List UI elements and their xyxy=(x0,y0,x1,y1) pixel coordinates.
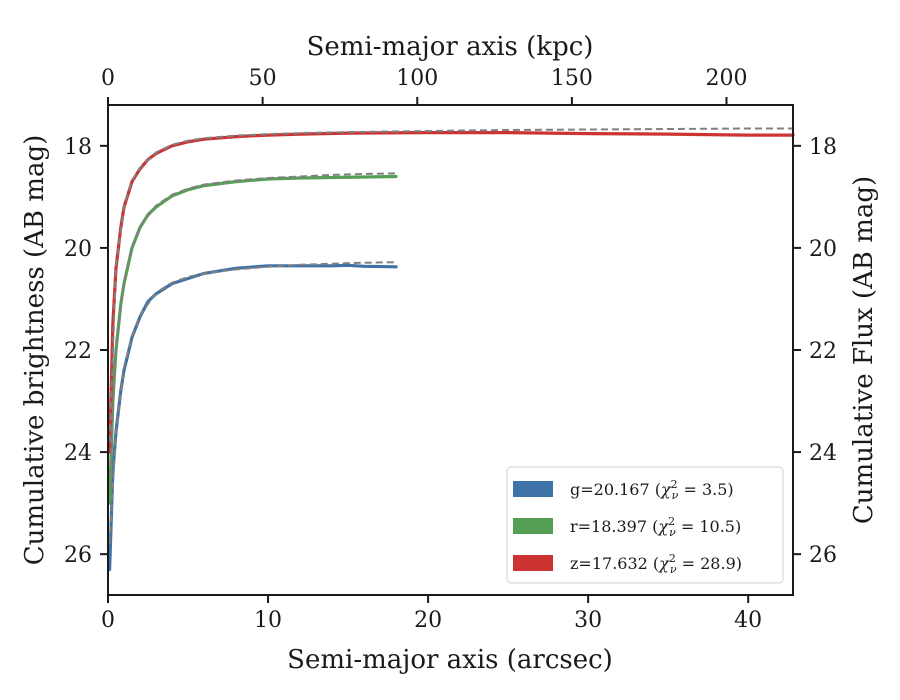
right-y-tick-label: 22 xyxy=(809,339,837,364)
top-x-tick-label: 50 xyxy=(249,66,277,91)
series-line-r xyxy=(107,174,398,505)
series-line-g xyxy=(107,263,398,572)
top-x-tick-label: 100 xyxy=(396,66,438,91)
top-x-axis-label: Semi-major axis (kpc) xyxy=(307,32,594,62)
x-tick-label: 30 xyxy=(574,608,602,633)
legend-swatch-0 xyxy=(513,481,553,497)
legend-box xyxy=(506,466,784,584)
legend-entry-2: z=17.632 (χ2 ν = 28.9) xyxy=(570,552,742,576)
top-x-tick-label: 150 xyxy=(551,66,593,91)
y-tick-label: 24 xyxy=(64,441,92,466)
right-y-tick-label: 24 xyxy=(809,441,837,466)
plot-area xyxy=(107,127,795,572)
right-y-tick-label: 18 xyxy=(809,135,837,160)
axes: 0 10 20 30 40 0 50 100 150 200 18 18 20 20 22 22 24 24 26 2… xyxy=(64,66,837,633)
legend-entry-1: r=18.397 (χ2 ν = 10.5) xyxy=(570,515,741,539)
right-y-tick-label: 26 xyxy=(809,543,837,568)
right-y-tick-label: 20 xyxy=(809,237,837,262)
x-tick-label: 20 xyxy=(414,608,442,633)
x-tick-label: 0 xyxy=(101,608,115,633)
series-line-z xyxy=(107,131,795,454)
top-x-tick-label: 0 xyxy=(101,66,115,91)
x-tick-label: 10 xyxy=(254,608,282,633)
y-axis-label: Cumulative brightness (AB mag) xyxy=(20,135,50,566)
y-tick-label: 26 xyxy=(64,543,92,568)
legend-entry-0: g=20.167 (χ2 ν = 3.5) xyxy=(570,478,734,502)
legend-swatch-1 xyxy=(513,518,553,534)
y-tick-label: 18 xyxy=(64,135,92,160)
x-axis-label: Semi-major axis (arcsec) xyxy=(287,645,613,675)
model-line-g xyxy=(108,261,397,545)
model-line-r xyxy=(108,172,397,488)
y-tick-label: 20 xyxy=(64,237,92,262)
top-x-tick-label: 200 xyxy=(706,66,748,91)
legend: g=20.167 (χ2 ν = 3.5) r=18.397 (χ2 ν = 10.5… xyxy=(506,466,784,584)
legend-swatch-2 xyxy=(513,555,553,571)
right-y-axis-label: Cumulative Flux (AB mag) xyxy=(849,176,879,524)
model-line-z xyxy=(108,127,793,442)
x-tick-label: 40 xyxy=(734,608,762,633)
y-tick-label: 22 xyxy=(64,339,92,364)
